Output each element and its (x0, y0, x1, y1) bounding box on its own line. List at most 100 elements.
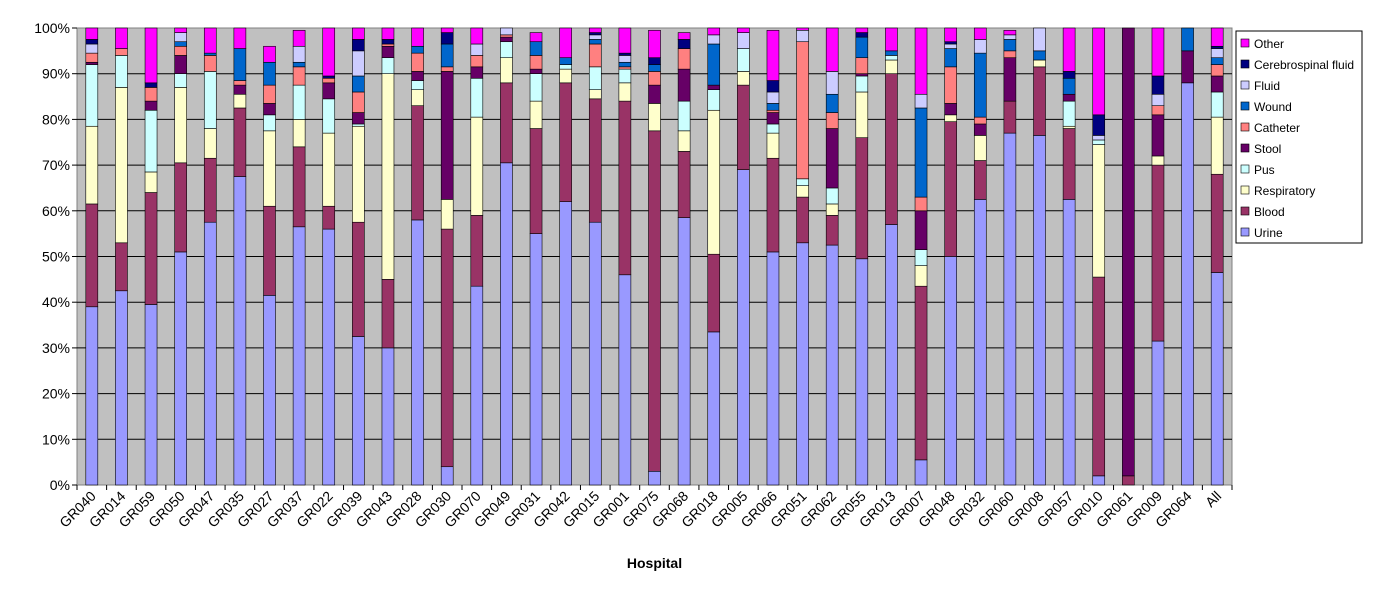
bar-segment-respiratory (1092, 144, 1106, 278)
bar-segment-cerebrospinal-fluid (1092, 114, 1106, 136)
bar-segment-catheter (440, 66, 454, 72)
bar-segment-respiratory (352, 125, 365, 223)
bar-segment-wound (1210, 57, 1224, 65)
bar-segment-respiratory (381, 73, 395, 280)
bar-segment-blood (352, 221, 365, 337)
bar-segment-other (1062, 27, 1076, 72)
bar-segment-other (85, 27, 99, 40)
bar-segment-cerebrospinal-fluid (1062, 71, 1076, 79)
bar-segment-blood (381, 279, 395, 349)
bar-segment-respiratory (263, 130, 276, 207)
bar-segment-other (381, 27, 395, 40)
legend-swatch-urine (1240, 227, 1250, 237)
bar-segment-wound (292, 61, 306, 68)
bar-segment-urine (1033, 135, 1046, 486)
y-tick-label: 90% (42, 66, 70, 82)
bar-segment-fluid (766, 91, 780, 104)
bar-segment-other (707, 27, 721, 36)
bar-segment-urine (263, 295, 276, 486)
bar-segment-cerebrospinal-fluid (588, 32, 602, 36)
bar-segment-stool (529, 68, 543, 74)
bar-segment-catheter (825, 112, 839, 129)
bar-segment-fluid (500, 27, 513, 36)
bar-segment-urine (144, 304, 158, 486)
bar-segment-cerebrospinal-fluid (85, 39, 99, 45)
bar-segment-blood (470, 215, 484, 287)
y-tick-label: 10% (42, 431, 70, 447)
bar-segment-stool (1122, 27, 1135, 477)
bar-segment-catheter (174, 45, 187, 56)
bar-segment-blood (233, 107, 247, 177)
y-tick-label: 30% (42, 340, 70, 356)
bar-segment-catheter (115, 48, 128, 56)
bar-segment-blood (1033, 66, 1046, 136)
y-tick-label: 100% (34, 20, 70, 36)
bar-segment-blood (737, 84, 750, 170)
y-tick-label: 40% (42, 294, 70, 310)
bar-segment-pus (203, 71, 217, 129)
bar-segment-blood (529, 128, 543, 234)
bar-segment-other (559, 27, 572, 59)
y-tick-label: 0% (50, 477, 70, 493)
bar-segment-pus (470, 77, 484, 118)
legend-label: Pus (1254, 163, 1275, 177)
bar-segment-respiratory (233, 93, 247, 109)
bar-segment-wound (203, 52, 217, 56)
bar-segment-catheter (85, 52, 99, 63)
bar-segment-blood (144, 192, 158, 305)
bar-segment-stool (944, 103, 957, 116)
bar-segment-respiratory (944, 114, 957, 122)
bar-segment-respiratory (1033, 59, 1046, 68)
bar-segment-urine (381, 347, 395, 486)
bar-segment-respiratory (1151, 155, 1165, 166)
legend-box (1235, 30, 1363, 244)
legend-label: Catheter (1254, 121, 1300, 135)
bar-segment-fluid (588, 34, 602, 40)
bar-segment-pus (144, 109, 158, 173)
bar-segment-fluid (174, 32, 187, 43)
bar-segment-wound (973, 52, 987, 118)
bar-segment-respiratory (677, 130, 691, 152)
bar-segment-respiratory (85, 125, 99, 205)
bar-segment-cerebrospinal-fluid (766, 80, 780, 93)
bar-segment-stool (500, 36, 513, 43)
bar-segment-urine (588, 221, 602, 486)
bar-segment-stool (174, 55, 187, 74)
bar-segment-other (588, 27, 602, 33)
bar-segment-pus (411, 80, 424, 90)
bar-segment-respiratory (737, 71, 750, 86)
bar-segment-pus (825, 187, 839, 205)
bar-segment-urine (914, 459, 928, 486)
bar-segment-catheter (233, 80, 247, 86)
bar-segment-urine (411, 219, 424, 486)
bar-segment-fluid (1033, 27, 1046, 52)
bar-segment-blood (885, 73, 898, 225)
bar-segment-fluid (1003, 34, 1017, 40)
bar-segment-other (737, 27, 750, 33)
bar-segment-respiratory (588, 89, 602, 100)
bar-segment-respiratory (973, 135, 987, 161)
bar-segment-stool (648, 84, 661, 104)
bar-segment-pus (322, 98, 336, 134)
bar-segment-blood (973, 160, 987, 200)
bar-segment-pus (855, 75, 869, 93)
bar-segment-other (411, 27, 424, 47)
bar-segment-cerebrospinal-fluid (944, 41, 957, 45)
bar-segment-cerebrospinal-fluid (1151, 75, 1165, 95)
bar-segment-other (914, 27, 928, 95)
legend-swatch-cerebrospinal-fluid (1240, 59, 1250, 69)
bar-segment-stool (1181, 50, 1194, 84)
y-tick-label: 70% (42, 157, 70, 173)
bar-segment-other (855, 27, 869, 33)
bar-segment-catheter (263, 84, 276, 104)
bar-segment-other (263, 45, 276, 63)
bar-segment-urine (766, 251, 780, 486)
bar-segment-stool (914, 210, 928, 250)
bar-segment-urine (203, 221, 217, 486)
bar-segment-respiratory (825, 203, 839, 216)
bar-segment-stool (707, 84, 721, 90)
x-tick-label: All (1202, 488, 1224, 510)
bar-segment-urine (885, 224, 898, 486)
bar-segment-pus (1062, 100, 1076, 127)
